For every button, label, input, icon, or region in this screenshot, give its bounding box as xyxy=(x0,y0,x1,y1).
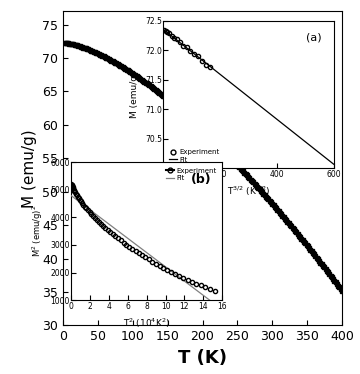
X-axis label: T (K): T (K) xyxy=(178,349,227,367)
Y-axis label: M (emu/g): M (emu/g) xyxy=(22,129,37,208)
